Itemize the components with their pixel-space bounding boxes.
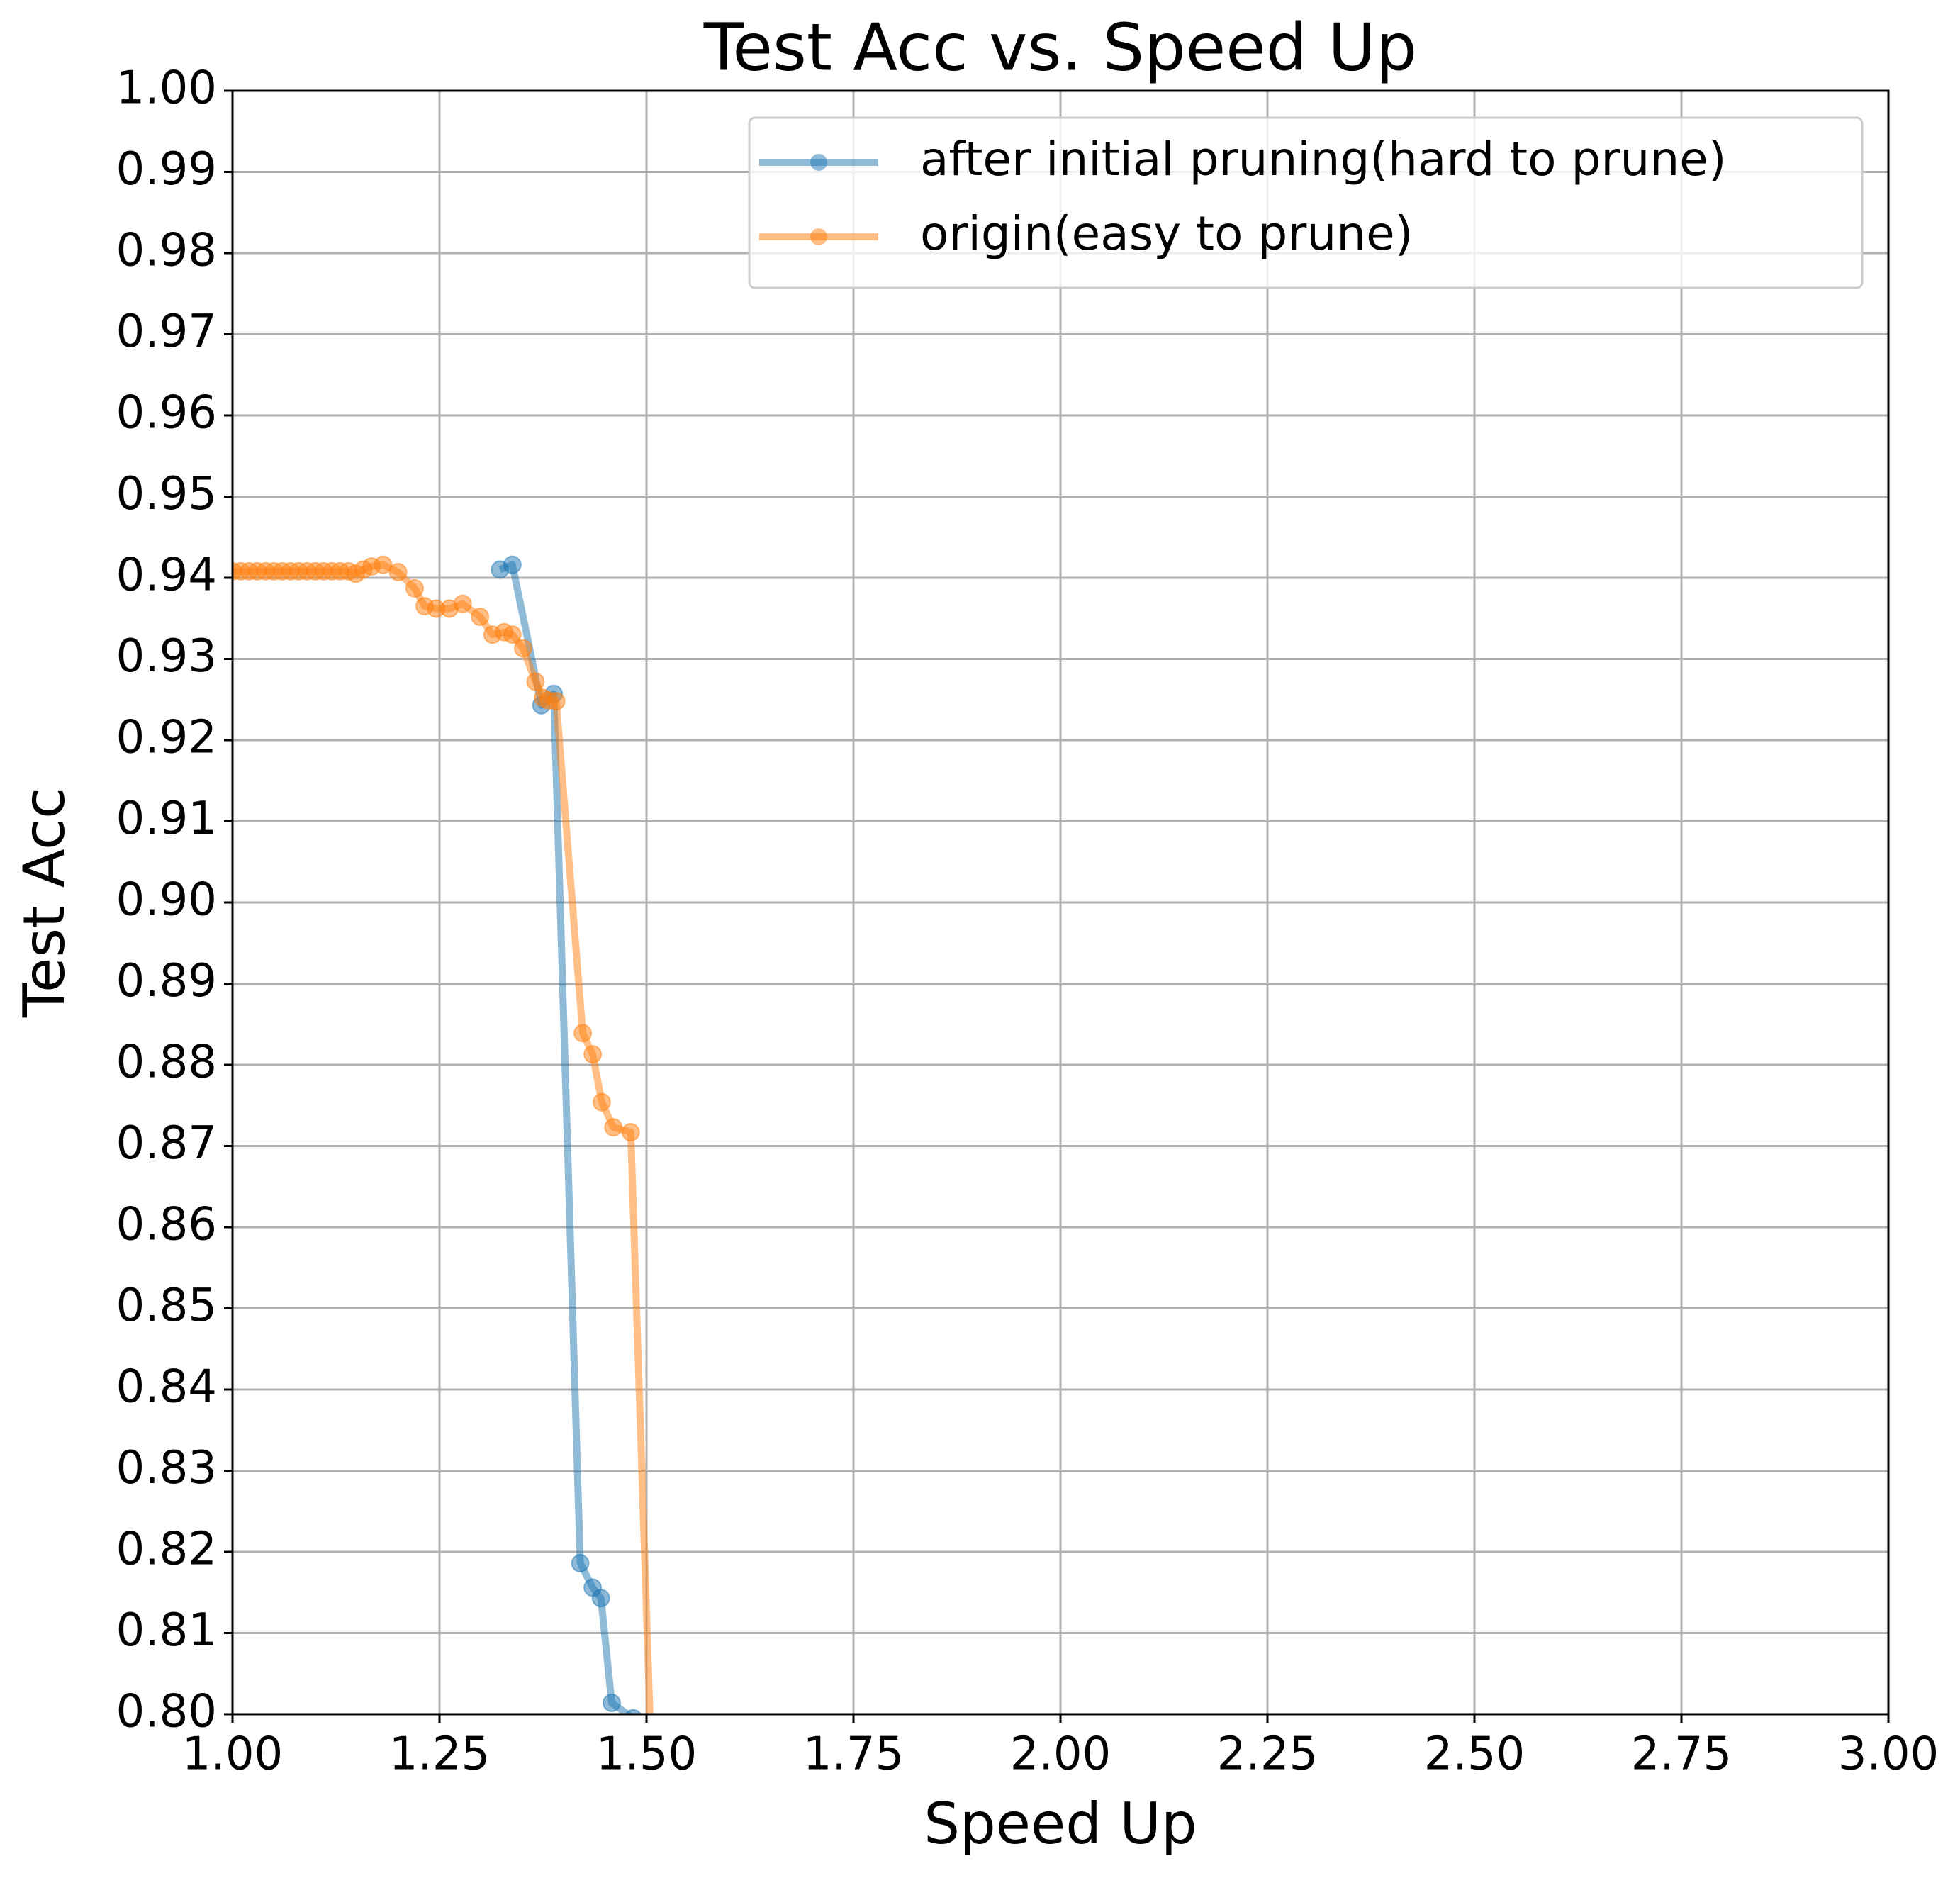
y-tick-label: 0.87 xyxy=(116,1117,218,1170)
marker xyxy=(621,1123,640,1142)
x-tick-label: 1.25 xyxy=(389,1728,491,1781)
marker xyxy=(388,562,408,581)
marker xyxy=(592,1092,611,1112)
x-tick-label: 1.75 xyxy=(803,1728,905,1781)
y-tick-label: 0.80 xyxy=(116,1686,218,1738)
y-tick-label: 0.98 xyxy=(116,225,218,277)
x-tick-label: 1.50 xyxy=(596,1728,698,1781)
marker xyxy=(604,1118,623,1137)
y-axis-label: Test Acc xyxy=(11,788,77,1018)
series-line xyxy=(498,561,634,1714)
x-tick-label: 2.50 xyxy=(1424,1728,1525,1781)
x-tick-label: 2.25 xyxy=(1217,1728,1318,1781)
y-tick-label: 0.94 xyxy=(116,549,218,602)
y-tick-label: 0.84 xyxy=(116,1361,218,1414)
y-tick-label: 1.00 xyxy=(116,62,218,115)
legend-label: after initial pruning(hard to prune) xyxy=(920,132,1727,186)
x-axis-label: Speed Up xyxy=(924,1791,1197,1857)
y-tick-label: 0.89 xyxy=(116,955,218,1007)
marker xyxy=(503,555,522,574)
y-tick-label: 0.86 xyxy=(116,1199,218,1251)
legend-marker xyxy=(810,228,827,245)
y-tick-label: 0.81 xyxy=(116,1604,218,1657)
marker xyxy=(503,625,522,644)
marker xyxy=(591,1589,610,1608)
marker xyxy=(453,594,472,613)
marker xyxy=(573,1024,593,1043)
chart-title: Test Acc vs. Speed Up xyxy=(703,9,1417,85)
y-tick-label: 0.90 xyxy=(116,874,218,927)
x-tick-label: 3.00 xyxy=(1838,1728,1939,1781)
x-tick-label: 2.75 xyxy=(1631,1728,1732,1781)
y-tick-label: 0.92 xyxy=(116,712,218,764)
legend-label: origin(easy to prune) xyxy=(920,206,1413,261)
marker xyxy=(583,1045,603,1064)
y-tick-label: 0.82 xyxy=(116,1524,218,1576)
marker xyxy=(513,639,532,658)
marker xyxy=(526,672,545,691)
marker xyxy=(625,1709,642,1714)
plot-frame xyxy=(231,89,1890,1716)
x-tick-label: 2.00 xyxy=(1010,1728,1111,1781)
y-tick-label: 0.99 xyxy=(116,143,218,196)
y-tick-label: 0.85 xyxy=(116,1280,218,1332)
plot-area xyxy=(233,555,654,1714)
y-tick-label: 0.93 xyxy=(116,630,218,683)
y-tick-label: 0.96 xyxy=(116,387,218,440)
y-tick-label: 0.88 xyxy=(116,1036,218,1089)
legend-marker xyxy=(810,154,827,171)
marker xyxy=(405,578,424,598)
y-tick-label: 0.97 xyxy=(116,306,218,358)
x-tick-label: 1.00 xyxy=(182,1728,284,1781)
marker xyxy=(602,1693,621,1712)
y-tick-label: 0.83 xyxy=(116,1442,218,1494)
y-tick-label: 0.95 xyxy=(116,468,218,520)
y-tick-label: 0.91 xyxy=(116,793,218,845)
marker xyxy=(374,555,393,574)
marker xyxy=(547,692,566,711)
marker xyxy=(471,607,490,626)
legend-box xyxy=(748,116,1864,289)
marker xyxy=(571,1554,590,1573)
